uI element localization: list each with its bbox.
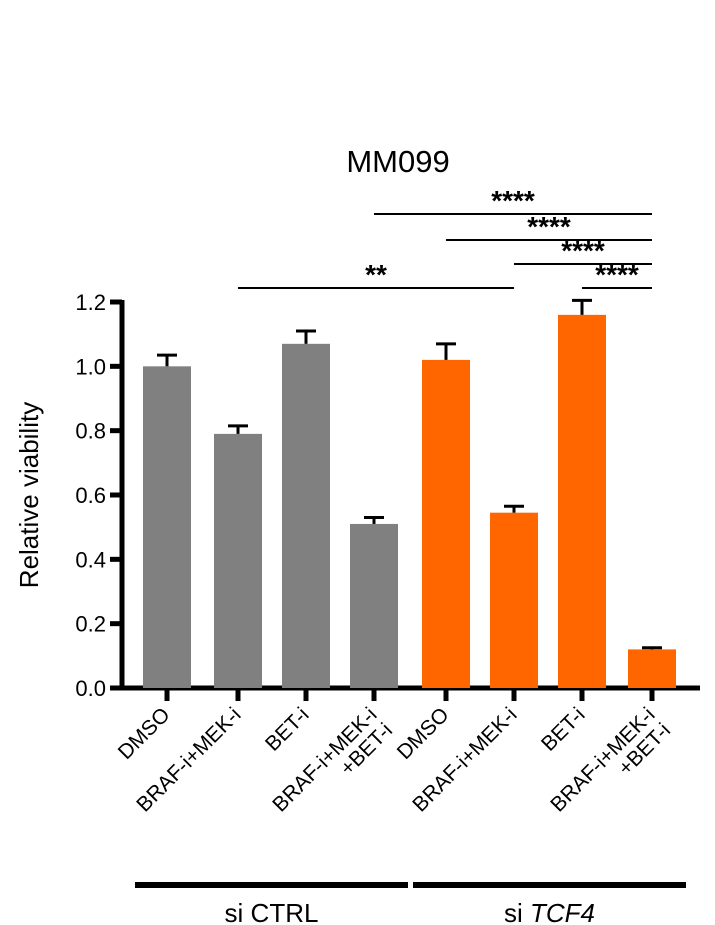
y-tick-label: 1.0: [75, 354, 106, 379]
group-label-italic: TCF4: [530, 898, 595, 925]
significance-label: **: [365, 259, 387, 290]
bar: [143, 366, 191, 688]
bar: [422, 359, 470, 688]
group-label: si CTRL: [225, 898, 319, 925]
bar: [558, 314, 606, 688]
significance-label: ****: [527, 211, 571, 242]
y-tick-label: 0.0: [75, 676, 106, 701]
group-label-text: si CTRL: [225, 898, 319, 925]
bar: [350, 523, 398, 688]
x-tick-label: DMSO: [114, 703, 175, 764]
bar: [628, 649, 676, 688]
x-tick-label: BET-i: [537, 703, 590, 756]
significance-label: ****: [491, 185, 535, 216]
bar: [282, 343, 330, 688]
y-tick-label: 1.2: [75, 290, 106, 315]
x-tick-label: DMSO: [393, 703, 454, 764]
x-tick-label-line: DMSO: [393, 703, 454, 764]
x-tick-label-line: BET-i: [537, 703, 590, 756]
group-label-text: si: [504, 898, 530, 925]
bar: [214, 433, 262, 688]
x-tick-label-line: BET-i: [261, 703, 314, 756]
y-tick-label: 0.4: [75, 547, 106, 572]
chart-title: MM099: [346, 144, 449, 179]
significance-label: ****: [595, 259, 639, 290]
y-tick-label: 0.2: [75, 612, 106, 637]
y-tick-label: 0.6: [75, 483, 106, 508]
significance-label: ****: [561, 235, 605, 266]
bar: [490, 512, 538, 688]
y-axis-label: Relative viability: [14, 402, 44, 588]
y-tick-label: 0.8: [75, 419, 106, 444]
x-tick-label-line: DMSO: [114, 703, 175, 764]
group-label: si TCF4: [504, 898, 595, 925]
x-tick-label: BET-i: [261, 703, 314, 756]
